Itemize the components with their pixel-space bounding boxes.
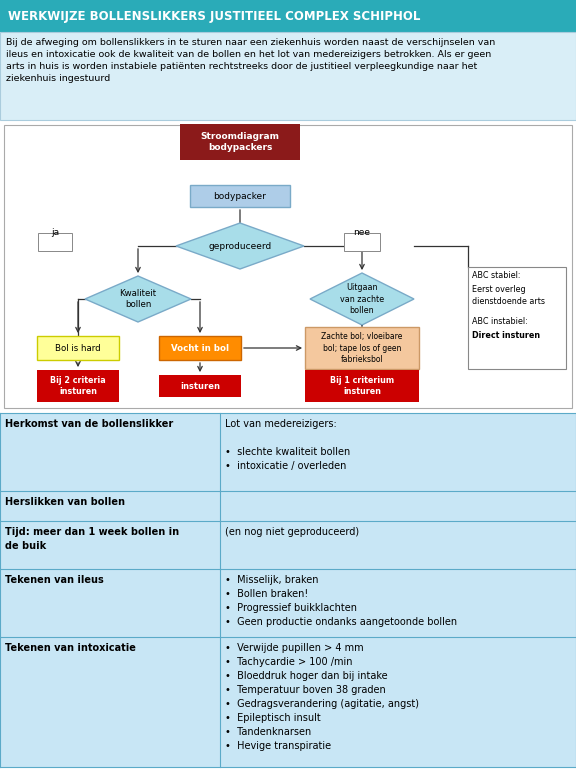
Text: •  Geen productie ondanks aangetoonde bollen: • Geen productie ondanks aangetoonde bol…: [225, 617, 457, 627]
Text: Vocht in bol: Vocht in bol: [171, 344, 229, 353]
Text: •  Misselijk, braken: • Misselijk, braken: [225, 575, 319, 585]
Text: Herslikken van bollen: Herslikken van bollen: [5, 497, 125, 507]
FancyBboxPatch shape: [344, 233, 380, 251]
FancyBboxPatch shape: [468, 267, 566, 369]
Text: Tekenen van ileus: Tekenen van ileus: [5, 575, 104, 585]
FancyBboxPatch shape: [0, 569, 576, 637]
Text: •  Gedragsverandering (agitatie, angst): • Gedragsverandering (agitatie, angst): [225, 699, 419, 709]
FancyBboxPatch shape: [305, 327, 419, 369]
Text: Tijd: meer dan 1 week bollen in
de buik: Tijd: meer dan 1 week bollen in de buik: [5, 527, 179, 551]
FancyBboxPatch shape: [0, 413, 576, 491]
Text: Zachte bol; vloeibare
bol; tape los of geen
fabrieksbol: Zachte bol; vloeibare bol; tape los of g…: [321, 333, 403, 364]
Text: •  Verwijde pupillen > 4 mm: • Verwijde pupillen > 4 mm: [225, 643, 363, 653]
Text: Herkomst van de bollenslikker: Herkomst van de bollenslikker: [5, 419, 173, 429]
Text: •  intoxicatie / overleden: • intoxicatie / overleden: [225, 461, 346, 471]
FancyBboxPatch shape: [0, 491, 576, 521]
FancyBboxPatch shape: [0, 32, 576, 120]
Text: Bij de afweging om bollenslikkers in te sturen naar een ziekenhuis worden naast : Bij de afweging om bollenslikkers in te …: [6, 38, 495, 83]
Text: Bij 2 criteria
insturen: Bij 2 criteria insturen: [50, 376, 106, 396]
Text: Kwaliteit
bollen: Kwaliteit bollen: [119, 289, 157, 309]
Text: Direct insturen: Direct insturen: [472, 331, 540, 340]
FancyBboxPatch shape: [159, 375, 241, 397]
Text: Stroomdiagram
bodypackers: Stroomdiagram bodypackers: [200, 132, 279, 152]
FancyBboxPatch shape: [37, 370, 119, 402]
Polygon shape: [85, 276, 191, 322]
FancyBboxPatch shape: [4, 125, 572, 408]
FancyBboxPatch shape: [180, 124, 300, 160]
Text: Lot van medereizigers:: Lot van medereizigers:: [225, 419, 337, 429]
Text: •  Bloeddruk hoger dan bij intake: • Bloeddruk hoger dan bij intake: [225, 671, 388, 681]
FancyBboxPatch shape: [190, 185, 290, 207]
Text: geproduceerd: geproduceerd: [209, 241, 272, 251]
FancyBboxPatch shape: [38, 233, 72, 251]
Text: Bol is hard: Bol is hard: [55, 344, 101, 353]
Text: •  Tachycardie > 100 /min: • Tachycardie > 100 /min: [225, 657, 353, 667]
FancyBboxPatch shape: [159, 336, 241, 360]
Text: ABC stabiel:: ABC stabiel:: [472, 271, 521, 280]
Text: •  slechte kwaliteit bollen: • slechte kwaliteit bollen: [225, 447, 350, 457]
Text: •  Progressief buikklachten: • Progressief buikklachten: [225, 603, 357, 613]
Text: insturen: insturen: [180, 382, 220, 390]
Text: ABC instabiel:: ABC instabiel:: [472, 317, 528, 326]
FancyBboxPatch shape: [37, 336, 119, 360]
Text: bodypacker: bodypacker: [214, 192, 267, 200]
Text: •  Tandenknarsen: • Tandenknarsen: [225, 727, 311, 737]
Text: nee: nee: [354, 227, 370, 237]
FancyBboxPatch shape: [0, 521, 576, 569]
Text: Tekenen van intoxicatie: Tekenen van intoxicatie: [5, 643, 136, 653]
Text: Eerst overleg
dienstdoende arts: Eerst overleg dienstdoende arts: [472, 285, 545, 306]
FancyBboxPatch shape: [305, 370, 419, 402]
Text: WERKWIJZE BOLLENSLIKKERS JUSTITIEEL COMPLEX SCHIPHOL: WERKWIJZE BOLLENSLIKKERS JUSTITIEEL COMP…: [8, 9, 420, 23]
Text: Uitgaan
van zachte
bollen: Uitgaan van zachte bollen: [340, 284, 384, 315]
Text: •  Bollen braken!: • Bollen braken!: [225, 589, 308, 599]
FancyBboxPatch shape: [0, 637, 576, 767]
Text: •  Hevige transpiratie: • Hevige transpiratie: [225, 741, 331, 751]
Text: •  Temperatuur boven 38 graden: • Temperatuur boven 38 graden: [225, 685, 386, 695]
Polygon shape: [310, 273, 414, 325]
Text: ja: ja: [51, 227, 59, 237]
Text: •  Epileptisch insult: • Epileptisch insult: [225, 713, 321, 723]
Text: (en nog niet geproduceerd): (en nog niet geproduceerd): [225, 527, 359, 537]
Text: Bij 1 criterium
insturen: Bij 1 criterium insturen: [330, 376, 394, 396]
FancyBboxPatch shape: [0, 0, 576, 32]
Polygon shape: [176, 223, 304, 269]
